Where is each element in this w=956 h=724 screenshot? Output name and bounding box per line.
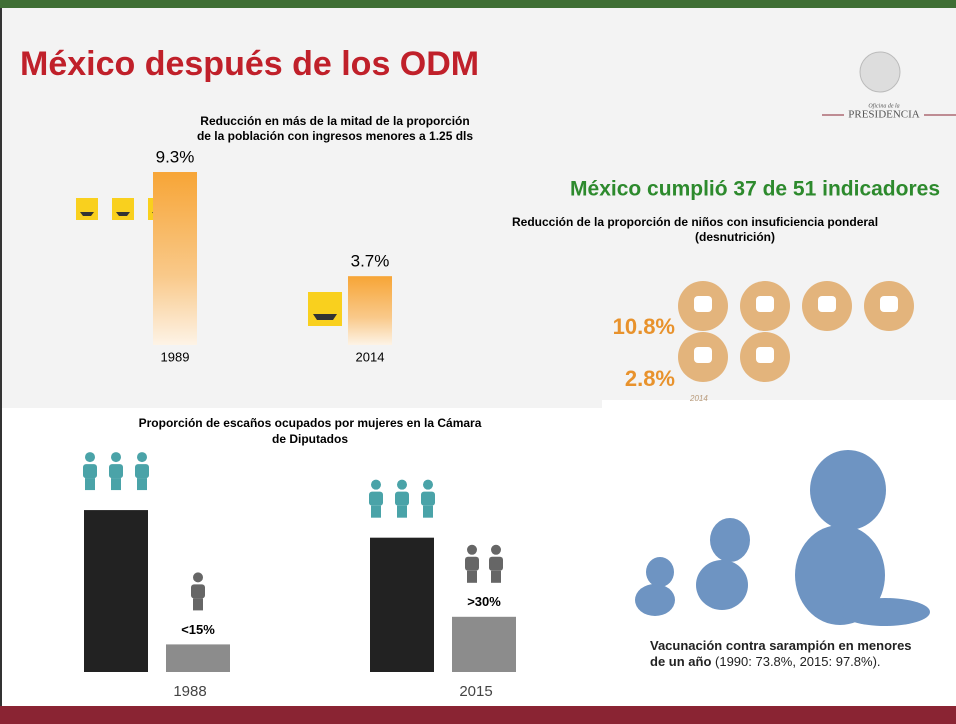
person-icon	[491, 571, 501, 583]
note-text: (1990: 73.8%, 2015: 97.8%).	[715, 654, 881, 669]
person-icon	[191, 584, 205, 598]
person-icon	[467, 545, 477, 555]
person-icon	[85, 452, 95, 462]
value-label: 3.7%	[351, 252, 390, 271]
top-band	[0, 0, 956, 8]
bar	[153, 172, 197, 345]
person-icon	[83, 464, 97, 478]
category-label: 1989	[161, 349, 190, 364]
person-icon	[421, 492, 435, 506]
bottom-band	[0, 706, 956, 724]
chart-title: de Diputados	[272, 432, 348, 446]
chart-title: (desnutrición)	[695, 230, 775, 244]
frame	[0, 8, 2, 708]
person-icon	[135, 464, 149, 478]
person-icon	[85, 478, 95, 490]
value-label: 9.3%	[156, 148, 195, 167]
slide: México después de los ODM Oficina de la …	[0, 0, 956, 724]
value-label: <15%	[181, 622, 215, 637]
bar	[166, 644, 230, 672]
year-label: 2014	[689, 394, 708, 403]
bar	[370, 538, 434, 672]
person-icon	[491, 545, 501, 555]
vaccination-note: Vacunación contra sarampión en menores d…	[650, 638, 930, 670]
person-icon	[489, 557, 503, 571]
person-icon	[111, 478, 121, 490]
babies	[635, 450, 930, 626]
headline: México cumplió 37 de 51 indicadores	[570, 178, 940, 201]
slide-title: México después de los ODM	[20, 45, 479, 83]
chart-title: Proporción de escaños ocupados por mujer…	[139, 416, 482, 430]
person-icon	[111, 452, 121, 462]
person-icon	[137, 478, 147, 490]
canvas: México después de los ODM Oficina de la …	[0, 0, 956, 724]
person-icon	[371, 480, 381, 490]
category-label: 2014	[356, 349, 385, 364]
bar	[84, 510, 148, 672]
person-icon	[397, 506, 407, 518]
panel-cut	[602, 400, 956, 410]
chart-title: de la población con ingresos menores a 1…	[197, 129, 473, 143]
person-icon	[193, 598, 203, 610]
person-icon	[423, 480, 433, 490]
chart-title: Reducción de la proporción de niños con …	[512, 215, 878, 229]
person-icon	[465, 557, 479, 571]
chart-title: Reducción en más de la mitad de la propo…	[200, 114, 469, 128]
person-icon	[467, 571, 477, 583]
person-icon	[137, 452, 147, 462]
seal	[860, 52, 900, 92]
person-icon	[193, 572, 203, 582]
percent-label: 10.8%	[613, 314, 675, 339]
value-label: >30%	[467, 594, 501, 609]
person-icon	[369, 492, 383, 506]
person-icon	[423, 506, 433, 518]
person-icon	[371, 506, 381, 518]
category-label: 2015	[459, 683, 492, 700]
bar	[452, 617, 516, 672]
percent-label: 2.8%	[625, 366, 675, 391]
bar	[348, 276, 392, 345]
logo-text: PRESIDENCIA	[848, 109, 920, 121]
person-icon	[395, 492, 409, 506]
category-label: 1988	[173, 683, 206, 700]
person-icon	[397, 480, 407, 490]
person-icon	[109, 464, 123, 478]
